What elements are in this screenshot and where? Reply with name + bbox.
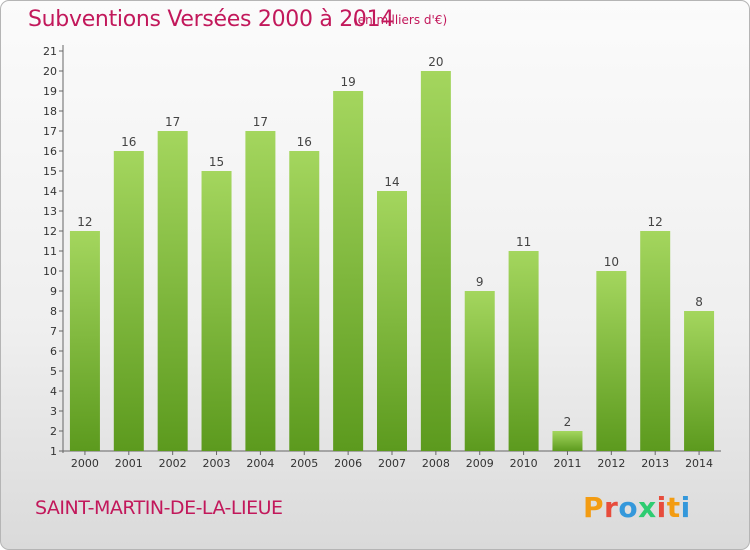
y-tick-label: 5 (50, 365, 57, 378)
x-tick-label: 2002 (159, 457, 187, 470)
data-label: 19 (340, 75, 355, 89)
x-tick-label: 2007 (378, 457, 406, 470)
x-tick-label: 2005 (290, 457, 318, 470)
x-tick-label: 2011 (553, 457, 581, 470)
bar (245, 131, 276, 451)
bar (377, 191, 407, 451)
bar (464, 291, 495, 451)
y-tick-label: 2 (50, 425, 57, 438)
logo-letter: i (656, 491, 667, 524)
y-tick-label: 19 (43, 85, 57, 98)
labels: 2000 12 2001 16 2002 17 2003 15 2004 17 2005 16 2006… (71, 55, 713, 470)
x-tick-label: 2010 (510, 457, 538, 470)
logo-letter: P (583, 491, 605, 524)
y-tick-label: 3 (50, 405, 57, 418)
data-label: 12 (77, 215, 92, 229)
y-tick-label: 18 (43, 105, 57, 118)
y-tick-label: 6 (50, 345, 57, 358)
data-label: 12 (648, 215, 663, 229)
y-tick-label: 12 (43, 225, 57, 238)
bar (552, 431, 583, 451)
y-tick-label: 17 (43, 125, 57, 138)
x-tick-label: 2013 (641, 457, 669, 470)
data-label: 20 (428, 55, 443, 69)
x-tick-label: 2000 (71, 457, 99, 470)
y-tick-label: 8 (50, 305, 57, 318)
y-tick-label: 10 (43, 265, 57, 278)
commune-name: SAINT-MARTIN-DE-LA-LIEUE (35, 497, 283, 519)
bar (69, 231, 100, 451)
logo-letter: i (680, 491, 691, 524)
bar (684, 311, 715, 451)
x-tick-label: 2014 (685, 457, 713, 470)
data-label: 10 (604, 255, 619, 269)
y-tick-label: 11 (43, 245, 57, 258)
bar (289, 151, 320, 451)
bar (113, 151, 144, 451)
y-tick-label: 15 (43, 165, 57, 178)
y-tick-label: 21 (43, 45, 57, 58)
y-tick-label: 13 (43, 205, 57, 218)
y-tick-label: 1 (50, 445, 57, 458)
x-tick-label: 2012 (597, 457, 625, 470)
x-tick-label: 2008 (422, 457, 450, 470)
x-tick-label: 2003 (203, 457, 231, 470)
x-tick-label: 2004 (246, 457, 274, 470)
bar (420, 71, 451, 451)
logo-letter: r (604, 491, 619, 524)
chart-title: Subventions Versées 2000 à 2014 (28, 7, 395, 32)
data-label: 2 (564, 415, 572, 429)
y-tick-label: 14 (43, 185, 57, 198)
logo-letter: x (638, 491, 657, 524)
bar (640, 231, 671, 451)
x-tick-label: 2009 (466, 457, 494, 470)
bar (157, 131, 188, 451)
data-label: 16 (297, 135, 312, 149)
y-tick-label: 4 (50, 385, 57, 398)
bar (201, 171, 232, 451)
data-label: 17 (253, 115, 268, 129)
data-label: 16 (121, 135, 136, 149)
data-label: 8 (695, 295, 703, 309)
y-tick-label: 7 (50, 325, 57, 338)
y-tick-label: 9 (50, 285, 57, 298)
bar (596, 271, 627, 451)
chart-subtitle: (en milliers d'€) (353, 13, 448, 27)
data-label: 11 (516, 235, 531, 249)
logo-letter: t (666, 491, 681, 524)
bar (508, 251, 539, 451)
logo-letter: o (618, 491, 639, 524)
data-label: 14 (384, 175, 399, 189)
x-tick-label: 2006 (334, 457, 362, 470)
data-label: 9 (476, 275, 484, 289)
x-tick-label: 2001 (115, 457, 143, 470)
proxiti-logo[interactable]: Proxiti (583, 491, 691, 524)
bar (333, 91, 364, 451)
y-tick-label: 20 (43, 65, 57, 78)
data-label: 15 (209, 155, 224, 169)
bars (69, 71, 715, 451)
y-tick-label: 16 (43, 145, 57, 158)
data-label: 17 (165, 115, 180, 129)
